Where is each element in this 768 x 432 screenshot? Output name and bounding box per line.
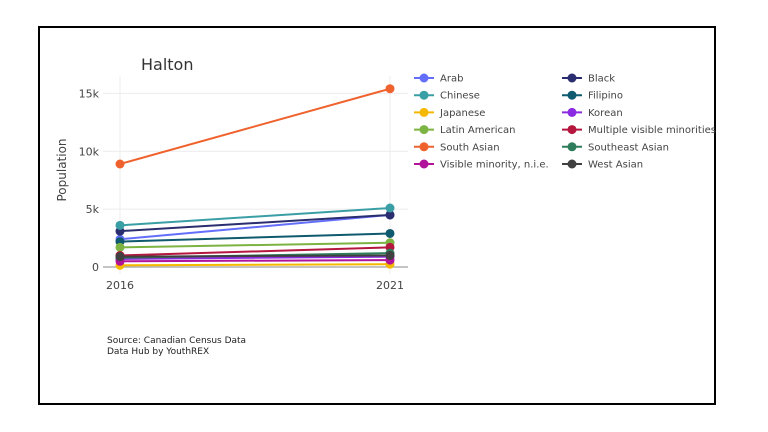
series-line-visible-minority-n-i-e bbox=[119, 259, 391, 263]
source-note: Source: Canadian Census Data Data Hub by… bbox=[107, 336, 246, 358]
data-point-latin-american bbox=[115, 242, 125, 252]
legend-label: Arab bbox=[440, 74, 463, 85]
legend-marker bbox=[567, 159, 577, 169]
y-tick-label: 5k bbox=[86, 203, 100, 216]
legend-label: Japanese bbox=[439, 108, 485, 119]
legend-marker bbox=[419, 107, 429, 117]
data-point-chinese bbox=[385, 203, 395, 213]
legend-marker bbox=[567, 142, 577, 152]
legend-marker bbox=[567, 90, 577, 100]
data-point-west-asian bbox=[385, 250, 395, 260]
x-tick-label: 2016 bbox=[106, 279, 134, 292]
series-line-filipino bbox=[119, 232, 391, 243]
legend-item-chinese: Chinese bbox=[414, 90, 480, 102]
data-point-filipino bbox=[385, 228, 395, 238]
legend-label: West Asian bbox=[588, 160, 643, 171]
series-line-japanese bbox=[119, 263, 391, 267]
data-point-south-asian bbox=[115, 159, 125, 169]
y-tick-label: 10k bbox=[79, 145, 100, 158]
legend-marker bbox=[419, 142, 429, 152]
data-point-west-asian bbox=[115, 252, 125, 262]
legend-label: Chinese bbox=[440, 91, 480, 102]
data-point-black bbox=[385, 210, 395, 220]
legend-label: Korean bbox=[588, 108, 623, 119]
legend-marker bbox=[567, 73, 577, 83]
series-line-multiple-visible-minorities bbox=[119, 246, 391, 257]
legend-marker bbox=[419, 90, 429, 100]
legend-label: Filipino bbox=[588, 91, 623, 102]
legend-item-arab: Arab bbox=[414, 73, 463, 85]
legend-item-korean: Korean bbox=[562, 107, 623, 119]
legend-label: Black bbox=[588, 74, 615, 85]
series-line-latin-american bbox=[119, 241, 391, 249]
data-point-chinese bbox=[115, 220, 125, 230]
chart-title: Halton bbox=[141, 55, 193, 74]
legend-item-southeast-asian: Southeast Asian bbox=[562, 142, 669, 153]
legend-marker bbox=[567, 107, 577, 117]
source-line-2: Data Hub by YouthREX bbox=[107, 347, 210, 357]
series-line-black bbox=[119, 213, 391, 233]
legend-item-west-asian: West Asian bbox=[562, 159, 643, 171]
legend-item-multiple-visible-minorities: Multiple visible minorities bbox=[562, 125, 716, 136]
data-point-south-asian bbox=[385, 84, 395, 94]
legend-marker bbox=[567, 125, 577, 135]
legend-marker bbox=[419, 125, 429, 135]
legend-item-visible-minority-n-i-e: Visible minority, n.i.e. bbox=[414, 159, 549, 171]
series-line-chinese bbox=[119, 207, 391, 227]
series-line-west-asian bbox=[119, 254, 391, 258]
legend-label: Visible minority, n.i.e. bbox=[440, 160, 549, 171]
x-tick-label: 2021 bbox=[376, 279, 404, 292]
y-axis-title: Population bbox=[55, 138, 69, 201]
y-tick-label: 15k bbox=[79, 87, 100, 100]
legend-label: Latin American bbox=[440, 125, 516, 136]
legend-label: Southeast Asian bbox=[588, 142, 669, 153]
legend-label: South Asian bbox=[440, 142, 500, 153]
legend-item-black: Black bbox=[562, 73, 615, 85]
source-line-1: Source: Canadian Census Data bbox=[107, 336, 247, 346]
series-line-south-asian bbox=[119, 87, 391, 165]
legend-item-japanese: Japanese bbox=[414, 107, 485, 119]
legend-item-filipino: Filipino bbox=[562, 90, 623, 102]
legend-item-latin-american: Latin American bbox=[414, 125, 516, 136]
y-tick-label: 0 bbox=[92, 261, 99, 274]
legend-label: Multiple visible minorities bbox=[588, 125, 716, 136]
legend-item-south-asian: South Asian bbox=[414, 142, 500, 153]
series-line-korean bbox=[119, 255, 391, 260]
series-line-arab bbox=[119, 213, 391, 241]
legend-marker bbox=[419, 159, 429, 169]
legend-marker bbox=[419, 73, 429, 83]
